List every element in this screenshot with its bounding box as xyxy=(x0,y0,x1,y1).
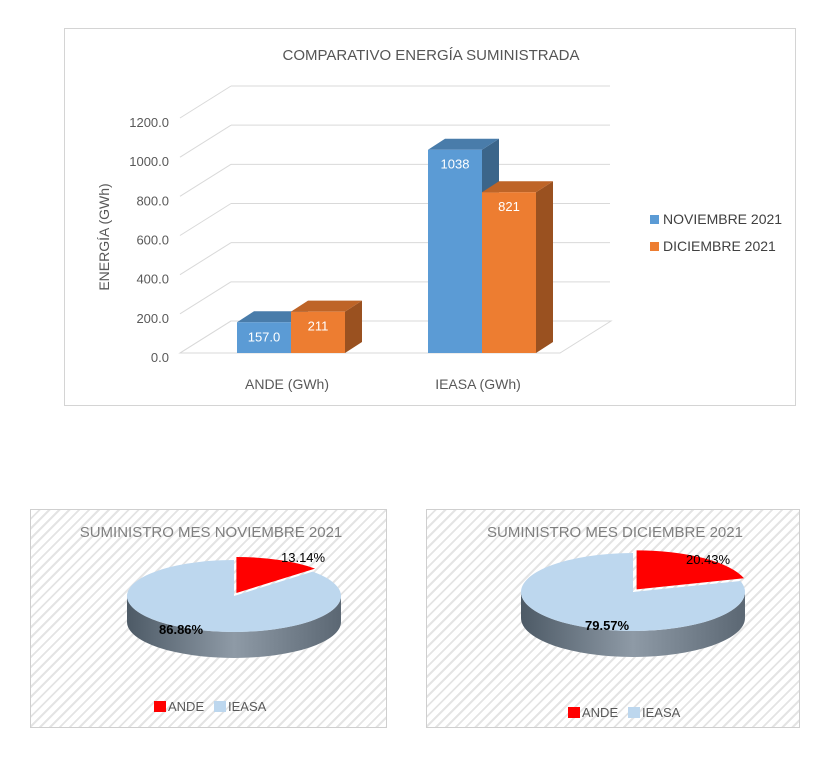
legend-swatch xyxy=(650,242,659,251)
legend-swatch xyxy=(650,215,659,224)
x-tick-label: IEASA (GWh) xyxy=(435,376,521,392)
bar xyxy=(237,322,291,353)
bar-data-label: 157.0 xyxy=(248,329,281,344)
pie-side-ieasa xyxy=(127,596,341,658)
legend-swatch-ande xyxy=(568,707,580,718)
pie-chart-december: SUMINISTRO MES DICIEMBRE 2021 20.43% 79.57… xyxy=(487,524,745,720)
gridline-side xyxy=(179,85,232,119)
gridline-side xyxy=(179,281,232,315)
legend-label-ande: ANDE xyxy=(168,699,204,714)
pie-side-ieasa xyxy=(521,592,745,657)
gridline-side xyxy=(179,124,232,158)
pie-data-label-ieasa: 86.86% xyxy=(159,622,204,637)
legend-label: DICIEMBRE 2021 xyxy=(663,238,776,254)
pie-title: SUMINISTRO MES DICIEMBRE 2021 xyxy=(487,524,743,541)
bar-side xyxy=(345,300,362,353)
x-tick-label: ANDE (GWh) xyxy=(245,376,329,392)
legend-swatch-ieasa xyxy=(214,701,226,712)
y-tick-label: 1000.0 xyxy=(129,154,169,169)
legend-swatch-ieasa xyxy=(628,707,640,718)
pie-slice-ieasa xyxy=(126,560,341,632)
bar xyxy=(482,192,536,353)
y-tick-label: 800.0 xyxy=(136,193,169,208)
gridline-side xyxy=(179,163,232,197)
pie-data-label-ande: 13.14% xyxy=(281,550,326,565)
bar-side xyxy=(536,181,553,353)
legend-label-ande: ANDE xyxy=(582,705,618,720)
bar-top xyxy=(428,138,499,150)
gridline-side xyxy=(179,203,232,236)
pie-slice-ieasa xyxy=(521,553,745,631)
pie-data-label-ieasa: 79.57% xyxy=(585,618,630,633)
bar-data-label: 1038 xyxy=(441,157,470,172)
bar-top xyxy=(482,181,553,193)
legend-swatch-ande xyxy=(154,701,166,712)
bar-chart: COMPARATIVO ENERGÍA SUMINISTRADA 0.0 200.0… xyxy=(96,47,782,392)
pie-chart-november: SUMINISTRO MES NOVIEMBRE 2021 13.14% 86.86… xyxy=(80,524,343,714)
pie-data-label-ande: 20.43% xyxy=(686,552,731,567)
pie-chart-november-panel: SUMINISTRO MES NOVIEMBRE 2021 13.14% 86.86… xyxy=(30,509,387,728)
y-tick-label: 1200.0 xyxy=(129,115,169,130)
bar-data-label: 211 xyxy=(308,319,329,334)
pie-slice-ande xyxy=(236,556,316,593)
pie-title: SUMINISTRO MES NOVIEMBRE 2021 xyxy=(80,524,343,541)
y-tick-label: 600.0 xyxy=(136,233,169,248)
bar-data-label: 821 xyxy=(498,199,520,214)
bar xyxy=(291,311,345,353)
legend-label: NOVIEMBRE 2021 xyxy=(663,211,782,227)
y-tick-label: 0.0 xyxy=(151,350,169,365)
y-tick-label: 200.0 xyxy=(136,311,169,326)
y-tick-label: 400.0 xyxy=(136,272,169,287)
bar xyxy=(428,149,482,353)
pie-chart-december-panel: SUMINISTRO MES DICIEMBRE 2021 20.43% 79.57… xyxy=(426,509,800,728)
bar-top xyxy=(291,300,362,312)
legend-label-ieasa: IEASA xyxy=(228,699,267,714)
bar-chart-panel: COMPARATIVO ENERGÍA SUMINISTRADA 0.0 200.0… xyxy=(64,28,796,406)
bar-top xyxy=(237,311,308,323)
legend-label-ieasa: IEASA xyxy=(642,705,681,720)
y-axis-label: ENERGÍA (GWh) xyxy=(96,183,112,290)
chart-title: COMPARATIVO ENERGÍA SUMINISTRADA xyxy=(283,47,580,64)
gridline-side xyxy=(179,242,232,276)
pie-slice-ande xyxy=(636,550,745,590)
